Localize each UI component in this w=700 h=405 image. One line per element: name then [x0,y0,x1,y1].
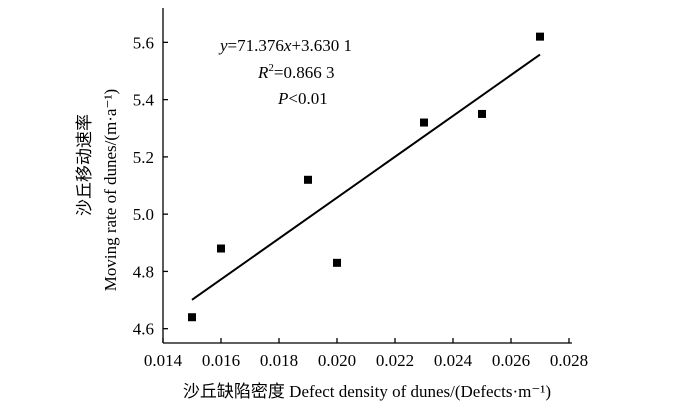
x-tick-label: 0.018 [260,351,298,370]
equation-y: y [218,36,228,55]
y-axis-label-cn: 沙丘移动速率 [75,114,94,216]
svg-text:P<0.01: P<0.01 [277,89,328,108]
regression-line [191,53,541,301]
data-point [217,244,225,253]
x-tick-label: 0.016 [202,351,240,370]
p-label: P [277,89,288,108]
data-point [420,118,428,127]
y-tick-label: 4.8 [133,262,154,281]
data-point [188,313,196,322]
y-tick-label: 5.6 [133,33,154,52]
y-axis-label-en: Moving rate of dunes/(m·a⁻¹) [101,89,120,291]
data-point [333,258,341,267]
x-tick-label: 0.024 [434,351,473,370]
r2-r: R [257,63,269,82]
svg-text:y=71.376x+3.630 1: y=71.376x+3.630 1 [218,36,352,55]
data-point [478,109,486,118]
data-point [304,175,312,184]
r2-sup: 2 [268,62,274,74]
y-ticks: 4.6 4.8 5.0 5.2 5.4 5.6 [133,33,168,339]
equation-x: x [283,36,292,55]
fit-line-group [191,53,541,301]
y-tick-label: 5.0 [133,205,154,224]
axes [162,8,572,344]
x-tick-label: 0.022 [376,351,414,370]
equation-eq: =71.376 [228,36,284,55]
x-tick-label: 0.026 [492,351,530,370]
data-point [536,32,544,41]
x-tick-label: 0.014 [144,351,183,370]
x-tick-label: 0.020 [318,351,356,370]
x-axis-label: 沙丘缺陷密度 Defect density of dunes/(Defects·… [183,382,551,401]
r2-rest: =0.866 3 [274,63,335,82]
equation-annotation: y=71.376x+3.630 1 R2=0.866 3 P<0.01 [218,36,352,108]
svg-text:R2=0.866 3: R2=0.866 3 [257,62,334,82]
y-tick-label: 5.4 [133,91,155,110]
p-rest: <0.01 [288,89,327,108]
y-tick-label: 5.2 [133,148,154,167]
y-axis-label-group: 沙丘移动速率 Moving rate of dunes/(m·a⁻¹) [75,89,120,291]
y-tick-label: 4.6 [133,320,154,339]
equation-rest: +3.630 1 [291,36,352,55]
x-tick-label: 0.028 [550,351,588,370]
x-ticks: 0.014 0.016 0.018 0.020 0.022 0.024 0.026 0.028 [144,338,588,370]
data-points [188,32,544,322]
